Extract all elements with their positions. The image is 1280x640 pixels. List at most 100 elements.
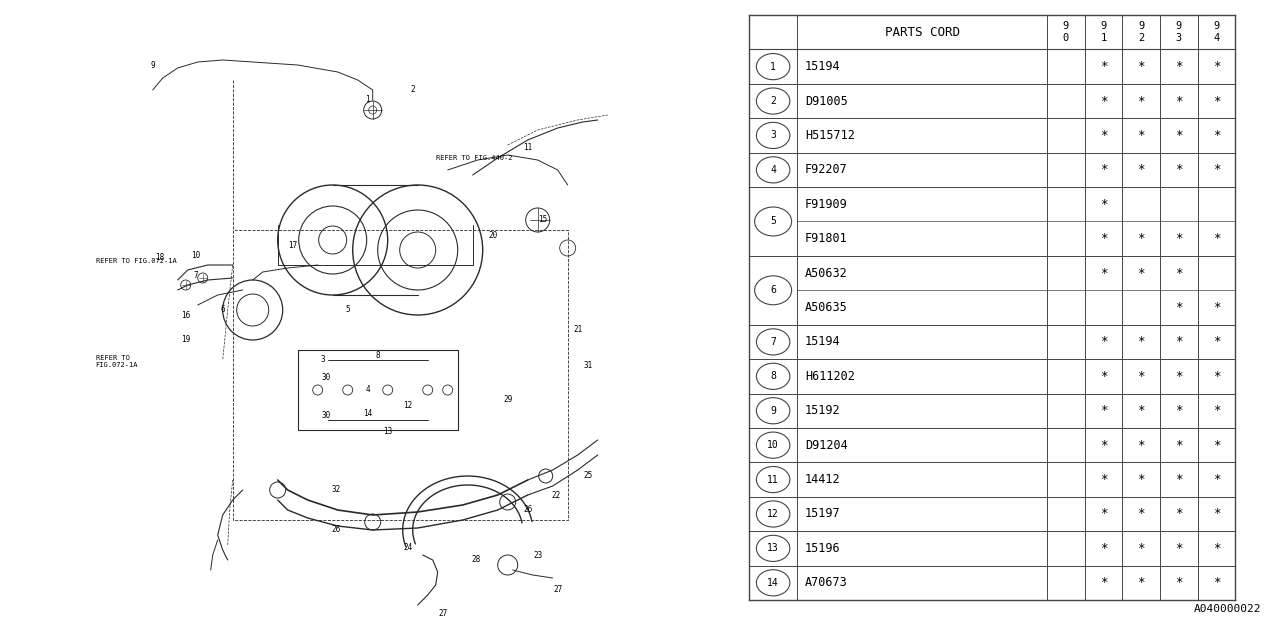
Text: *: * — [1212, 60, 1220, 73]
Text: 23: 23 — [532, 550, 543, 559]
Text: 3: 3 — [771, 131, 776, 140]
Text: *: * — [1212, 163, 1220, 177]
Text: 21: 21 — [573, 326, 582, 335]
Text: *: * — [1100, 267, 1107, 280]
Text: *: * — [1100, 335, 1107, 348]
Text: *: * — [1175, 438, 1183, 452]
Text: *: * — [1175, 370, 1183, 383]
Text: *: * — [1212, 335, 1220, 348]
Text: 28: 28 — [471, 556, 480, 564]
Text: *: * — [1100, 404, 1107, 417]
Text: 9
3: 9 3 — [1175, 21, 1181, 43]
Text: REFER TO FIG.072-1A: REFER TO FIG.072-1A — [96, 258, 177, 264]
Text: *: * — [1138, 267, 1144, 280]
Text: 17: 17 — [288, 241, 297, 250]
Text: 5: 5 — [346, 305, 349, 314]
Text: *: * — [1212, 301, 1220, 314]
Text: 32: 32 — [332, 486, 340, 495]
Text: 4: 4 — [365, 385, 370, 394]
Text: 9
4: 9 4 — [1213, 21, 1220, 43]
Text: 3: 3 — [320, 355, 325, 365]
Text: PARTS CORD: PARTS CORD — [884, 26, 960, 38]
Text: 7: 7 — [771, 337, 776, 347]
Text: A50632: A50632 — [805, 267, 847, 280]
Text: *: * — [1100, 473, 1107, 486]
Text: 12: 12 — [403, 401, 412, 410]
Text: H611202: H611202 — [805, 370, 855, 383]
Text: 1: 1 — [771, 61, 776, 72]
Text: 25: 25 — [584, 470, 593, 479]
Text: *: * — [1175, 542, 1183, 555]
Text: 9
1: 9 1 — [1101, 21, 1107, 43]
Text: *: * — [1138, 542, 1144, 555]
Text: *: * — [1100, 370, 1107, 383]
Text: 30: 30 — [321, 410, 330, 419]
Text: 9
0: 9 0 — [1062, 21, 1069, 43]
Text: *: * — [1138, 576, 1144, 589]
Text: *: * — [1100, 438, 1107, 452]
Text: *: * — [1138, 129, 1144, 142]
Text: *: * — [1212, 95, 1220, 108]
Text: *: * — [1100, 576, 1107, 589]
Text: 26: 26 — [524, 506, 532, 515]
Text: F91801: F91801 — [805, 232, 847, 245]
Text: *: * — [1212, 473, 1220, 486]
Text: 13: 13 — [383, 428, 393, 436]
Text: 6: 6 — [771, 285, 776, 295]
Text: 11: 11 — [767, 474, 780, 484]
Text: *: * — [1100, 232, 1107, 245]
Text: 19: 19 — [180, 335, 191, 344]
Text: *: * — [1100, 60, 1107, 73]
Text: 12: 12 — [767, 509, 780, 519]
Text: *: * — [1138, 404, 1144, 417]
Text: *: * — [1100, 163, 1107, 177]
Text: 7: 7 — [193, 271, 198, 280]
Text: 26: 26 — [332, 525, 340, 534]
Text: 2: 2 — [771, 96, 776, 106]
Text: *: * — [1100, 542, 1107, 555]
Text: *: * — [1175, 95, 1183, 108]
Text: *: * — [1138, 60, 1144, 73]
Text: 18: 18 — [155, 253, 164, 262]
Text: 15196: 15196 — [805, 542, 841, 555]
Text: *: * — [1138, 508, 1144, 520]
Text: *: * — [1175, 576, 1183, 589]
Text: 16: 16 — [180, 310, 191, 319]
Text: 8: 8 — [375, 351, 380, 360]
Text: *: * — [1138, 232, 1144, 245]
Text: REFER TO FIG.440-2: REFER TO FIG.440-2 — [435, 155, 512, 161]
Text: *: * — [1212, 370, 1220, 383]
Text: *: * — [1100, 95, 1107, 108]
Text: *: * — [1175, 267, 1183, 280]
Text: 15: 15 — [538, 216, 548, 225]
Text: 2: 2 — [411, 86, 415, 95]
Text: F92207: F92207 — [805, 163, 847, 177]
Text: *: * — [1100, 508, 1107, 520]
Text: *: * — [1100, 129, 1107, 142]
Text: *: * — [1138, 335, 1144, 348]
Text: 22: 22 — [552, 490, 561, 499]
Text: 4: 4 — [771, 165, 776, 175]
Text: *: * — [1212, 576, 1220, 589]
Text: *: * — [1175, 60, 1183, 73]
Text: *: * — [1212, 542, 1220, 555]
Text: *: * — [1212, 438, 1220, 452]
Text: A040000022: A040000022 — [1193, 604, 1261, 614]
Text: *: * — [1100, 198, 1107, 211]
Text: 31: 31 — [584, 360, 593, 369]
Text: 27: 27 — [438, 609, 447, 618]
Text: 5: 5 — [771, 216, 776, 227]
Text: *: * — [1212, 129, 1220, 142]
Text: *: * — [1138, 370, 1144, 383]
Text: D91005: D91005 — [805, 95, 847, 108]
Text: *: * — [1138, 163, 1144, 177]
Text: 15192: 15192 — [805, 404, 841, 417]
Text: H515712: H515712 — [805, 129, 855, 142]
Text: 29: 29 — [503, 396, 512, 404]
Text: 13: 13 — [767, 543, 780, 554]
Text: 10: 10 — [767, 440, 780, 450]
Text: 9
2: 9 2 — [1138, 21, 1144, 43]
Text: *: * — [1175, 473, 1183, 486]
Text: 9: 9 — [771, 406, 776, 416]
Text: 14: 14 — [364, 408, 372, 417]
